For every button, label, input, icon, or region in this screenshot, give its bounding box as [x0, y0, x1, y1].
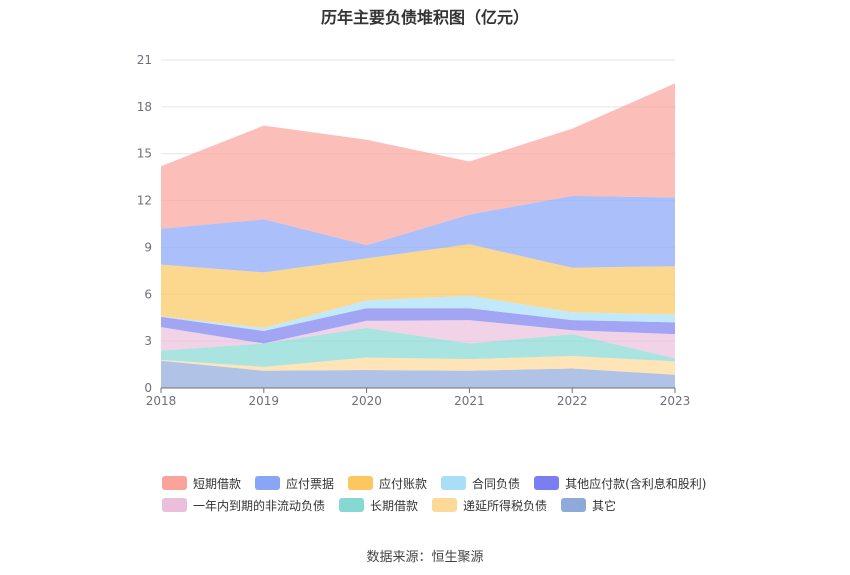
- legend-swatch: [348, 476, 374, 490]
- y-tick-label: 9: [144, 240, 152, 254]
- stacked-area-chart: 0 3 6 9 12 15 18 21 2018 2019 2020 2021 2022 2023: [137, 53, 691, 408]
- area-series: [161, 356, 675, 375]
- legend-label: 长期借款: [370, 498, 419, 513]
- legend-item[interactable]: 应付票据: [255, 475, 334, 492]
- legend-label: 一年内到期的非流动负债: [193, 498, 326, 513]
- area-series: [161, 244, 675, 328]
- legend-swatch: [339, 498, 365, 512]
- legend-swatch: [561, 498, 587, 512]
- legend-item[interactable]: 其他应付款(含利息和股利): [534, 475, 706, 492]
- legend-item[interactable]: 长期借款: [339, 497, 418, 514]
- legend-item[interactable]: 应付账款: [348, 475, 427, 492]
- chart-title: 历年主要负债堆积图（亿元）: [320, 8, 529, 27]
- y-tick-label: 18: [137, 100, 152, 114]
- x-tick-label: 2021: [454, 394, 485, 408]
- legend-item[interactable]: 递延所得税负债: [432, 497, 547, 514]
- y-tick-label: 21: [137, 53, 152, 67]
- legend-swatch: [534, 476, 560, 490]
- x-tick-label: 2019: [249, 394, 280, 408]
- legend-label: 短期借款: [193, 476, 242, 491]
- legend-swatch: [255, 476, 281, 490]
- x-tick-label: 2020: [351, 394, 382, 408]
- legend-swatch: [432, 498, 458, 512]
- x-tick-label: 2023: [660, 394, 691, 408]
- x-tick-label: 2018: [146, 394, 177, 408]
- legend-item[interactable]: 合同负债: [441, 475, 520, 492]
- legend-label: 应付票据: [286, 476, 335, 491]
- chart-legend: 短期借款 应付票据 应付账款 合同负债 其他应付款(含利息和股利) 一年内到期的非流动负债…: [162, 472, 722, 516]
- area-series: [161, 360, 675, 388]
- area-series: [161, 295, 675, 331]
- area-series: [161, 327, 675, 367]
- y-tick-label: 0: [144, 381, 152, 395]
- area-series: [161, 320, 675, 359]
- legend-swatch: [441, 476, 467, 490]
- y-tick-label: 6: [144, 287, 152, 301]
- area-series: [161, 195, 675, 273]
- legend-swatch: [162, 476, 187, 490]
- data-source-note: 数据来源：恒生聚源: [366, 550, 484, 565]
- legend-item[interactable]: 其它: [561, 497, 616, 514]
- legend-label: 合同负债: [472, 476, 521, 491]
- y-tick-label: 12: [137, 194, 152, 208]
- y-tick-label: 15: [137, 147, 152, 161]
- legend-item[interactable]: 一年内到期的非流动负债: [162, 497, 325, 514]
- legend-row: 一年内到期的非流动负债 长期借款 递延所得税负债 其它: [162, 494, 722, 516]
- legend-item[interactable]: 短期借款: [162, 475, 241, 492]
- area-series: [161, 308, 675, 344]
- legend-label: 应付账款: [379, 476, 428, 491]
- legend-label: 其它: [592, 498, 617, 513]
- legend-swatch: [162, 498, 187, 512]
- x-tick-label: 2022: [557, 394, 588, 408]
- y-tick-label: 3: [144, 334, 152, 348]
- legend-label: 递延所得税负债: [463, 498, 548, 513]
- area-series: [161, 83, 675, 246]
- legend-row: 短期借款 应付票据 应付账款 合同负债 其他应付款(含利息和股利): [162, 472, 722, 494]
- legend-label: 其他应付款(含利息和股利): [565, 476, 707, 491]
